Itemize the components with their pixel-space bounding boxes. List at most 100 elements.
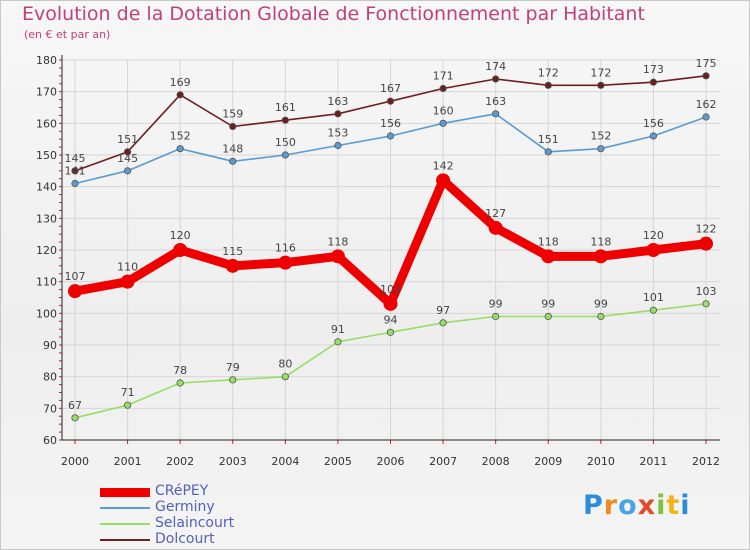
point-cr-pey-2001 [120,274,135,289]
point-selaincourt-2001 [123,401,132,409]
point-germiny-2007 [439,119,447,127]
point-dolcourt-2010 [597,81,605,89]
point-germiny-2003 [229,157,237,165]
data-label-dolcourt-2006: 167 [380,82,401,95]
data-label-germiny-2005: 153 [327,127,348,140]
data-label-germiny-2006: 156 [380,117,401,130]
x-tick-label-2010: 2010 [587,455,615,468]
data-label-dolcourt-2009: 172 [538,66,559,79]
x-tick-label-2012: 2012 [692,455,720,468]
legend-label-dolcourt: Dolcourt [155,531,215,547]
data-label-cr-pey-2004: 116 [275,242,296,255]
data-label-germiny-2012: 162 [696,98,717,111]
point-dolcourt-2003 [229,122,237,131]
legend-swatch-dolcourt [100,539,150,541]
point-cr-pey-2000 [68,284,82,299]
x-tick-label-2007: 2007 [429,455,457,468]
point-germiny-2004 [281,151,289,159]
legend-label-germiny: Germiny [155,499,215,515]
data-label-germiny-2009: 151 [538,133,559,146]
data-label-selaincourt-2006: 94 [384,313,398,326]
point-germiny-2008 [492,110,500,118]
y-tick-label-140: 140 [36,181,57,194]
point-dolcourt-2008 [492,75,500,83]
point-cr-pey-2009 [541,249,556,264]
data-label-dolcourt-2000: 145 [65,152,86,165]
data-label-germiny-2000: 141 [65,165,86,178]
y-tick-label-130: 130 [36,212,57,225]
point-cr-pey-2007 [436,173,451,188]
point-selaincourt-2003 [229,376,237,384]
point-selaincourt-2011 [649,306,658,314]
data-label-germiny-2011: 156 [643,117,664,130]
x-tick-label-2009: 2009 [534,455,562,468]
y-tick-label-180: 180 [36,54,57,67]
data-label-cr-pey-2000: 107 [65,270,86,283]
data-label-cr-pey-2007: 142 [433,159,454,172]
x-tick-label-2004: 2004 [271,455,299,468]
data-label-selaincourt-2003: 79 [226,361,240,374]
data-label-cr-pey-2001: 110 [117,261,138,274]
point-dolcourt-2007 [439,84,447,93]
x-tick-label-2002: 2002 [166,455,194,468]
point-dolcourt-2005 [334,110,342,118]
data-label-cr-pey-2010: 118 [590,235,611,248]
data-label-selaincourt-2002: 78 [173,364,187,377]
y-tick-label-120: 120 [36,244,57,257]
data-label-germiny-2002: 152 [170,130,191,143]
point-cr-pey-2011 [646,243,661,257]
x-tick-label-2000: 2000 [61,455,89,468]
legend-swatch-crepey [100,488,150,497]
data-label-dolcourt-2002: 169 [170,76,191,89]
data-label-dolcourt-2007: 171 [433,70,454,83]
data-label-germiny-2003: 148 [222,142,243,155]
data-label-cr-pey-2012: 122 [696,223,717,236]
point-selaincourt-2002 [176,379,184,387]
data-label-selaincourt-2011: 101 [643,291,664,304]
point-germiny-2009 [544,148,552,156]
point-germiny-2000 [71,179,79,188]
data-label-germiny-2007: 160 [433,104,454,117]
y-tick-label-70: 70 [43,402,57,415]
data-label-dolcourt-2005: 163 [327,95,348,108]
data-label-germiny-2004: 150 [275,136,296,149]
point-germiny-2011 [649,132,658,140]
y-tick-label-90: 90 [43,339,57,352]
point-germiny-2002 [176,145,184,153]
y-tick-label-110: 110 [36,276,57,289]
point-dolcourt-2009 [544,81,552,89]
point-selaincourt-2008 [492,312,500,321]
point-selaincourt-2007 [439,319,447,327]
chart-title: Evolution de la Dotation Globale de Fonc… [22,3,645,25]
point-dolcourt-2001 [123,148,132,156]
point-selaincourt-2010 [597,312,605,321]
y-tick-label-100: 100 [36,307,57,320]
data-label-dolcourt-2012: 175 [696,57,717,70]
legend-swatch-germiny [100,507,150,509]
point-dolcourt-2000 [71,167,79,175]
point-cr-pey-2002 [173,243,188,257]
data-label-cr-pey-2008: 127 [485,207,506,220]
legend-label-selaincourt: Selaincourt [155,515,235,531]
data-label-selaincourt-2009: 99 [541,298,555,311]
data-label-dolcourt-2008: 174 [485,60,506,73]
legend-swatch-selaincourt [100,523,150,525]
data-label-selaincourt-2007: 97 [436,304,450,317]
data-label-dolcourt-2003: 159 [222,108,243,121]
point-dolcourt-2006 [386,97,395,105]
point-cr-pey-2008 [488,220,503,235]
data-label-cr-pey-2003: 115 [222,245,243,258]
data-label-dolcourt-2001: 151 [117,133,138,146]
point-dolcourt-2011 [649,78,658,86]
point-germiny-2001 [123,167,132,175]
chart-subtitle: (en € et par an) [24,28,111,41]
point-selaincourt-2005 [334,338,342,346]
data-label-selaincourt-2001: 71 [121,386,135,399]
y-tick-label-160: 160 [36,117,57,130]
data-label-cr-pey-2005: 118 [327,235,348,248]
x-tick-label-2005: 2005 [324,455,352,468]
point-selaincourt-2004 [281,373,289,381]
x-tick-label-2001: 2001 [114,455,142,468]
data-label-selaincourt-2012: 103 [696,285,717,298]
